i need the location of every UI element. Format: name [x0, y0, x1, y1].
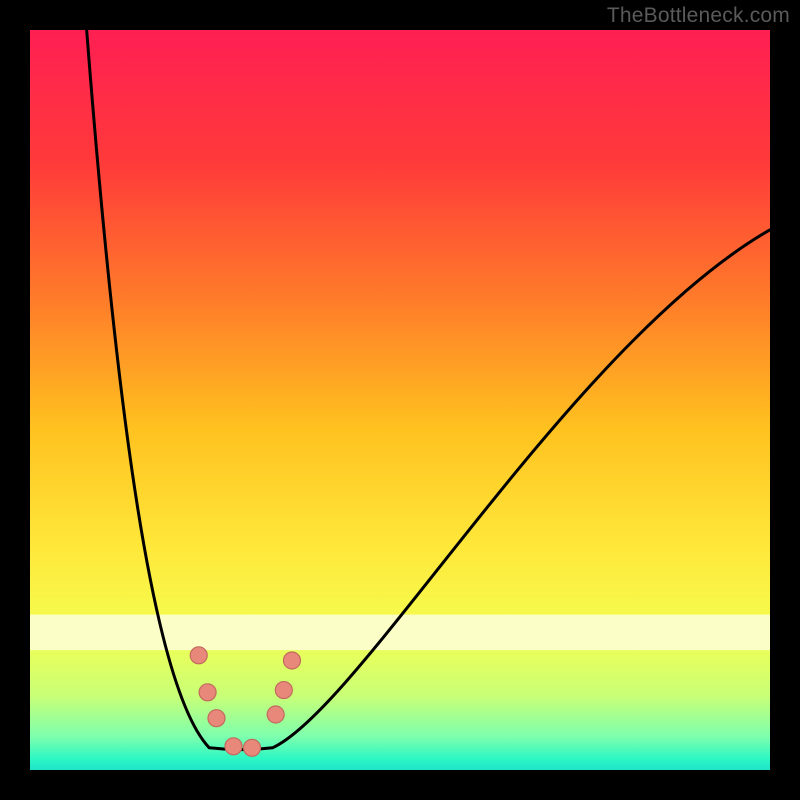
marker-point — [244, 739, 261, 756]
marker-point — [199, 684, 216, 701]
marker-point — [190, 647, 207, 664]
marker-point — [275, 682, 292, 699]
marker-point — [283, 652, 300, 669]
plot-background-gradient — [30, 30, 770, 770]
highlight-band — [30, 615, 770, 651]
marker-point — [267, 706, 284, 723]
marker-point — [208, 710, 225, 727]
marker-point — [225, 738, 242, 755]
chart-stage: TheBottleneck.com — [0, 0, 800, 800]
chart-svg — [0, 0, 800, 800]
